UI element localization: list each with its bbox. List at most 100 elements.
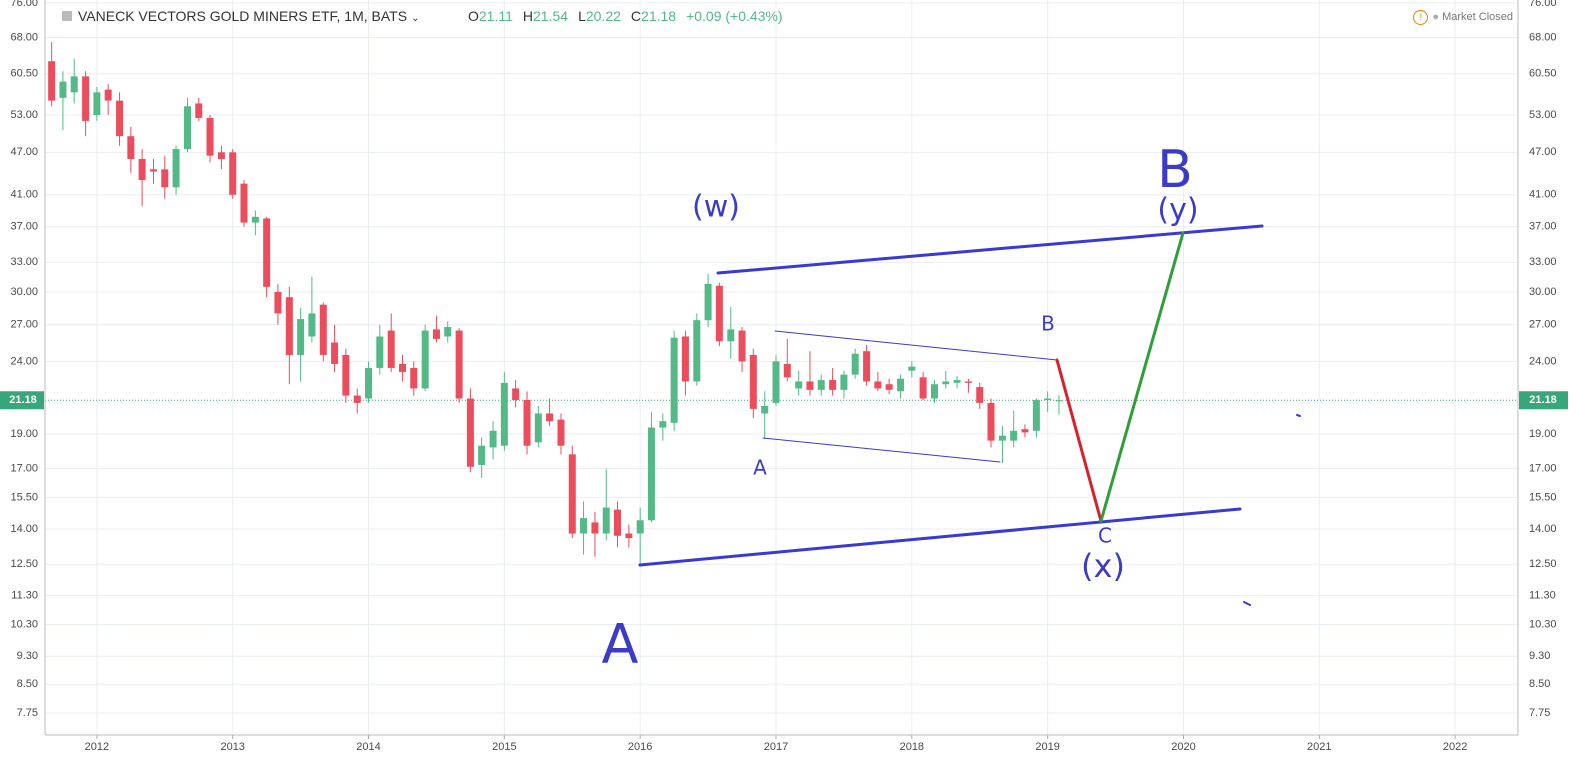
candle-body (297, 319, 305, 355)
candle-body (602, 507, 610, 534)
candle-body (116, 100, 124, 137)
candle-body (568, 454, 576, 534)
candle-body (353, 395, 361, 403)
y-tick-label: 7.75 (17, 707, 38, 719)
candle-body (285, 297, 293, 355)
candle-body (783, 363, 791, 378)
y-tick-label: 8.50 (1529, 678, 1550, 690)
candle-body (659, 421, 667, 428)
candle-body (1044, 398, 1052, 400)
candle-body (931, 384, 939, 399)
ohlc-legend: O21.11 H21.54 L20.22 C21.18 +0.09 (+0.43%) (468, 8, 793, 24)
wave-line (1055, 358, 1103, 523)
y-tick-label: 76.00 (10, 0, 38, 9)
drawings (638, 224, 1301, 606)
candle-body (93, 92, 101, 115)
dropdown-icon[interactable]: ⌄ (411, 13, 420, 24)
y-tick-label: 9.30 (17, 650, 38, 662)
candle-body (150, 169, 158, 172)
stray-mark (1296, 414, 1301, 417)
last-price-label: 21.18 (1529, 394, 1557, 406)
candle-body (817, 380, 825, 390)
ohlc-value: 21.11 (478, 8, 513, 24)
candle-body (557, 419, 565, 446)
candle-body (70, 76, 78, 93)
x-tick-label: 2015 (492, 741, 516, 753)
wave-labels: (w) B (y) B A C (x) A (602, 140, 1199, 676)
wave-label: A (602, 613, 639, 676)
candle-body (591, 522, 599, 534)
candle-body (998, 435, 1006, 441)
candle-body (229, 152, 237, 195)
candle-body (546, 413, 554, 422)
symbol-header: VANECK VECTORS GOLD MINERS ETF, 1M, BATS… (62, 8, 419, 24)
candle-body (749, 354, 757, 409)
x-tick-label: 2022 (1443, 741, 1467, 753)
candle-body (1055, 400, 1063, 402)
candle-body (161, 169, 169, 188)
candle-body (398, 363, 406, 372)
x-tick-label: 2020 (1171, 741, 1195, 753)
last-price-box (1519, 391, 1568, 410)
x-tick-label: 2012 (85, 741, 109, 753)
y-tick-label: 30.00 (10, 286, 38, 298)
y-tick-label: 10.30 (10, 618, 38, 630)
candle-body (625, 533, 633, 539)
y-tick-label: 11.30 (1529, 590, 1556, 602)
candle-body (251, 216, 259, 223)
candle-body (919, 377, 927, 399)
candle-body (500, 382, 508, 446)
candle-body (421, 330, 429, 389)
y-tick-label: 27.00 (10, 319, 38, 331)
candle-body (534, 413, 542, 443)
x-tick-label: 2016 (628, 741, 652, 753)
y-tick-label: 19.00 (1529, 428, 1557, 440)
candle-body (715, 285, 723, 342)
y-tick-label: 12.50 (1529, 558, 1557, 570)
status-icon: ! (1413, 10, 1429, 25)
y-tick-label: 15.50 (10, 491, 38, 503)
candle-body (206, 117, 214, 156)
y-tick-label: 41.00 (10, 189, 38, 201)
candle-body (274, 291, 282, 314)
candle-body (455, 330, 463, 399)
y-tick-label: 41.00 (1529, 189, 1557, 201)
candle-body (1032, 399, 1040, 431)
candle-body (840, 374, 848, 390)
y-tick-label: 7.75 (1529, 707, 1550, 719)
candle-body (523, 399, 531, 446)
market-status: ! ● Market Closed (1413, 10, 1513, 25)
wave-label: B (1041, 312, 1055, 336)
x-tick-label: 2021 (1307, 741, 1331, 753)
candle-body (670, 337, 678, 423)
candle-body (897, 378, 905, 392)
y-tick-label: 37.00 (10, 221, 38, 233)
wave-line (1099, 231, 1185, 523)
candle-body (308, 313, 316, 337)
y-tick-label: 68.00 (1529, 31, 1557, 43)
candle-body (987, 402, 995, 441)
y-tick-label: 17.00 (1529, 463, 1557, 475)
candle-body (104, 89, 112, 101)
candle-body (59, 81, 67, 98)
candles (48, 42, 1063, 567)
y-tick-label: 47.00 (10, 146, 38, 158)
candle-body (1010, 430, 1018, 441)
candle-body (376, 336, 384, 368)
symbol-icon (62, 11, 72, 21)
candle-body (387, 330, 395, 368)
y-tick-label: 60.50 (1529, 68, 1557, 80)
y-tick-label: 12.50 (10, 558, 38, 570)
candle-body (885, 384, 893, 390)
candle-body (240, 183, 248, 223)
status-text: Market Closed (1442, 11, 1513, 23)
candle-body (1021, 429, 1029, 433)
candle-body (331, 342, 339, 364)
candle-body (410, 367, 418, 389)
symbol-title: VANECK VECTORS GOLD MINERS ETF, 1M, BATS (78, 8, 408, 24)
candle-body (727, 329, 735, 342)
candle-body (613, 509, 621, 536)
candle-body (365, 367, 373, 399)
ohlc-key: C (630, 8, 642, 24)
